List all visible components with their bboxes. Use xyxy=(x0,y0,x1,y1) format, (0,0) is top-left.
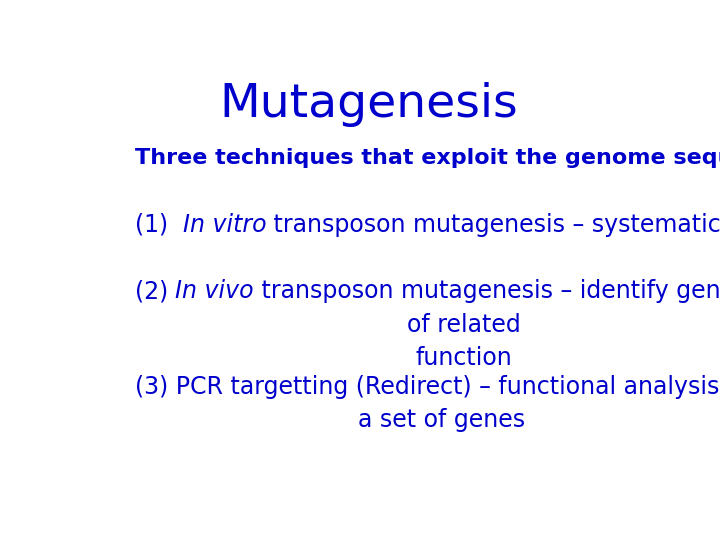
Text: In vivo: In vivo xyxy=(176,279,254,303)
Text: (3) PCR targetting (Redirect) – functional analysis of: (3) PCR targetting (Redirect) – function… xyxy=(135,375,720,399)
Text: a set of genes: a set of genes xyxy=(358,408,525,433)
Text: Three techniques that exploit the genome sequence:: Three techniques that exploit the genome… xyxy=(135,148,720,168)
Text: (2): (2) xyxy=(135,279,176,303)
Text: transposon mutagenesis – systematic: transposon mutagenesis – systematic xyxy=(266,213,720,237)
Text: transposon mutagenesis – identify genes: transposon mutagenesis – identify genes xyxy=(254,279,720,303)
Text: In vitro: In vitro xyxy=(183,213,266,237)
Text: Mutagenesis: Mutagenesis xyxy=(220,82,518,127)
Text: (1): (1) xyxy=(135,213,183,237)
Text: function: function xyxy=(415,346,512,370)
Text: of related: of related xyxy=(407,313,521,336)
